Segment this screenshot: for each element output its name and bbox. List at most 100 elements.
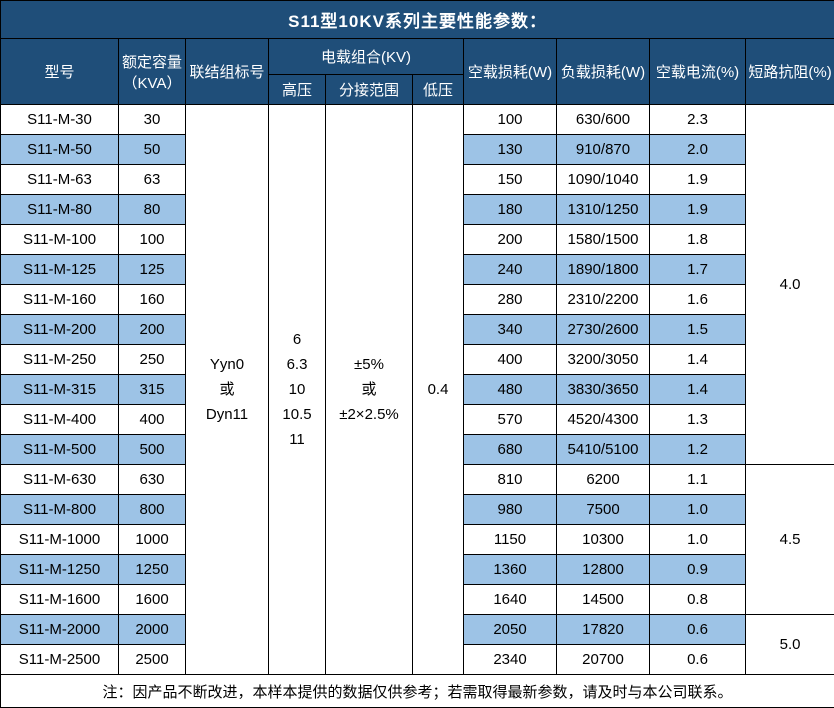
col-header-hv: 高压 [269,75,326,105]
page-title: S11型10KV系列主要性能参数： [1,1,834,39]
cell-no-load-current: 1.9 [650,165,746,195]
cell-no-load-current: 1.6 [650,285,746,315]
col-header-model: 型号 [1,39,119,105]
cell-load-loss: 910/870 [557,135,650,165]
cell-load-loss: 7500 [557,495,650,525]
cell-no-load-current: 0.6 [650,615,746,645]
cell-capacity: 2500 [119,645,186,675]
cell-no-load-current: 1.4 [650,375,746,405]
cell-no-load-loss: 2050 [464,615,557,645]
cell-load-loss: 14500 [557,585,650,615]
col-header-load-loss: 负载损耗(W) [557,39,650,105]
title-row: S11型10KV系列主要性能参数： [1,1,834,39]
cell-model: S11-M-80 [1,195,119,225]
cell-load-loss: 12800 [557,555,650,585]
col-header-impedance: 短路抗阻(%) [746,39,834,105]
cell-load-loss: 630/600 [557,105,650,135]
note-row: 注：因产品不断改进，本样本提供的数据仅供参考；若需取得最新参数，请及时与本公司联… [1,675,834,708]
cell-no-load-loss: 570 [464,405,557,435]
cell-no-load-current: 1.8 [650,225,746,255]
cell-load-loss: 6200 [557,465,650,495]
cell-model: S11-M-100 [1,225,119,255]
cell-load-loss: 1090/1040 [557,165,650,195]
cell-model: S11-M-630 [1,465,119,495]
cell-capacity: 200 [119,315,186,345]
cell-tap-range: ±5% 或 ±2×2.5% [326,105,413,675]
col-header-capacity: 额定容量 （KVA） [119,39,186,105]
cell-impedance: 5.0 [746,615,834,675]
cell-no-load-loss: 1150 [464,525,557,555]
cell-load-loss: 17820 [557,615,650,645]
cell-no-load-loss: 130 [464,135,557,165]
cell-model: S11-M-800 [1,495,119,525]
cell-no-load-current: 2.0 [650,135,746,165]
cell-no-load-current: 1.5 [650,315,746,345]
cell-model: S11-M-200 [1,315,119,345]
cell-no-load-loss: 2340 [464,645,557,675]
cell-no-load-current: 1.4 [650,345,746,375]
cell-no-load-loss: 810 [464,465,557,495]
cell-model: S11-M-250 [1,345,119,375]
cell-load-loss: 4520/4300 [557,405,650,435]
cell-capacity: 1600 [119,585,186,615]
cell-capacity: 400 [119,405,186,435]
cell-capacity: 2000 [119,615,186,645]
cell-model: S11-M-315 [1,375,119,405]
cell-capacity: 800 [119,495,186,525]
col-header-lv: 低压 [413,75,464,105]
cell-model: S11-M-1250 [1,555,119,585]
cell-no-load-loss: 200 [464,225,557,255]
cell-load-loss: 2310/2200 [557,285,650,315]
cell-no-load-loss: 240 [464,255,557,285]
cell-capacity: 1250 [119,555,186,585]
cell-no-load-current: 1.2 [650,435,746,465]
cell-no-load-loss: 280 [464,285,557,315]
cell-no-load-current: 1.0 [650,495,746,525]
cell-no-load-current: 0.8 [650,585,746,615]
cell-model: S11-M-400 [1,405,119,435]
cell-no-load-loss: 340 [464,315,557,345]
cell-model: S11-M-2500 [1,645,119,675]
cell-no-load-loss: 180 [464,195,557,225]
cell-load-loss: 3200/3050 [557,345,650,375]
cell-impedance: 4.5 [746,465,834,615]
cell-capacity: 1000 [119,525,186,555]
cell-model: S11-M-30 [1,105,119,135]
cell-capacity: 315 [119,375,186,405]
cell-no-load-current: 0.9 [650,555,746,585]
cell-no-load-loss: 680 [464,435,557,465]
cell-capacity: 630 [119,465,186,495]
cell-impedance: 4.0 [746,105,834,465]
cell-no-load-current: 1.7 [650,255,746,285]
cell-capacity: 63 [119,165,186,195]
cell-model: S11-M-160 [1,285,119,315]
col-header-no-load-current: 空载电流(%) [650,39,746,105]
cell-model: S11-M-50 [1,135,119,165]
cell-connection-group: Yyn0 或 Dyn11 [186,105,269,675]
footer-note: 注：因产品不断改进，本样本提供的数据仅供参考；若需取得最新参数，请及时与本公司联… [1,675,834,708]
cell-no-load-loss: 1360 [464,555,557,585]
cell-no-load-current: 1.3 [650,405,746,435]
cell-capacity: 100 [119,225,186,255]
cell-model: S11-M-1600 [1,585,119,615]
col-header-no-load-loss: 空载损耗(W) [464,39,557,105]
cell-load-loss: 10300 [557,525,650,555]
cell-capacity: 80 [119,195,186,225]
cell-lv-value: 0.4 [413,105,464,675]
header-row-1: 型号 额定容量 （KVA） 联结组标号 电载组合(KV) 空载损耗(W) 负载损… [1,39,834,75]
cell-model: S11-M-125 [1,255,119,285]
cell-capacity: 30 [119,105,186,135]
cell-capacity: 125 [119,255,186,285]
cell-no-load-loss: 980 [464,495,557,525]
col-header-connection: 联结组标号 [186,39,269,105]
cell-no-load-loss: 480 [464,375,557,405]
col-header-capacity-line2: （KVA） [123,75,182,92]
cell-load-loss: 1890/1800 [557,255,650,285]
cell-load-loss: 20700 [557,645,650,675]
cell-capacity: 250 [119,345,186,375]
cell-capacity: 500 [119,435,186,465]
cell-hv-values: 6 6.3 10 10.5 11 [269,105,326,675]
